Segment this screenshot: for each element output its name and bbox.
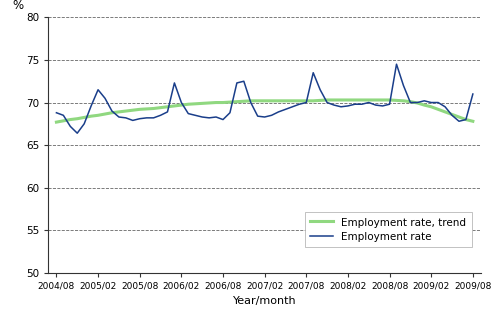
Employment rate: [428, 101, 434, 105]
Employment rate: [157, 114, 163, 117]
Line: Employment rate: Employment rate: [56, 64, 473, 133]
Employment rate, trend: [53, 120, 59, 124]
Employment rate: [206, 116, 212, 120]
Employment rate: [282, 107, 288, 111]
X-axis label: Year/month: Year/month: [233, 296, 296, 306]
Employment rate, trend: [137, 107, 143, 111]
Employment rate: [310, 71, 316, 75]
Employment rate, trend: [470, 119, 476, 123]
Employment rate, trend: [199, 101, 205, 105]
Employment rate: [470, 92, 476, 96]
Employment rate: [74, 131, 80, 135]
Employment rate, trend: [150, 107, 156, 110]
Y-axis label: %: %: [12, 0, 23, 12]
Line: Employment rate, trend: Employment rate, trend: [56, 100, 473, 122]
Employment rate: [53, 111, 59, 115]
Employment rate, trend: [303, 99, 309, 103]
Employment rate, trend: [421, 103, 427, 107]
Legend: Employment rate, trend, Employment rate: Employment rate, trend, Employment rate: [305, 212, 472, 247]
Employment rate: [143, 116, 149, 120]
Employment rate: [393, 62, 399, 66]
Employment rate, trend: [275, 99, 281, 103]
Employment rate, trend: [324, 98, 330, 102]
